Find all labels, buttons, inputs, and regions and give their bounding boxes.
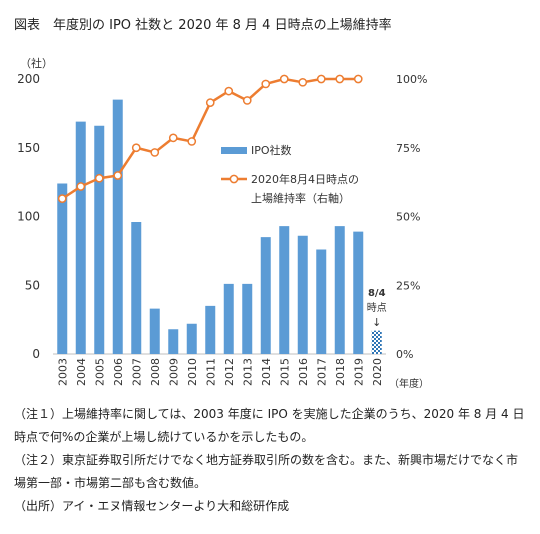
retention-point	[298, 77, 308, 87]
retention-point	[224, 86, 234, 96]
retention-point	[279, 74, 289, 84]
bar	[260, 237, 271, 354]
annotation-label: 時点	[367, 302, 387, 314]
legend-bar-swatch	[221, 147, 247, 154]
bar	[75, 121, 86, 354]
bar	[297, 235, 308, 354]
x-tick-label: 2007	[130, 358, 143, 386]
legend-bar-label: IPO社数	[251, 143, 292, 157]
x-tick-label: 2017	[315, 358, 328, 386]
retention-point	[94, 173, 104, 183]
retention-point	[316, 74, 326, 84]
retention-point	[150, 148, 160, 157]
bar	[353, 231, 364, 354]
retention-point	[76, 182, 86, 191]
retention-point	[131, 143, 141, 153]
note-1: （注１）上場維持率に関しては、2003 年度に IPO を実施した企業のうち、2…	[14, 407, 525, 444]
y-left-unit-label: （社）	[20, 56, 53, 70]
bar	[186, 323, 197, 354]
bar	[112, 99, 123, 354]
y-right-tick-label: 75%	[396, 142, 420, 155]
x-tick-label: 2015	[278, 358, 291, 386]
x-tick-label: 2012	[223, 358, 236, 386]
y-left-tick-label: 150	[17, 141, 40, 155]
x-tick-label: 2020	[371, 358, 384, 386]
retention-point	[335, 74, 345, 84]
notes: （注１）上場維持率に関しては、2003 年度に IPO を実施した企業のうち、2…	[14, 403, 529, 518]
x-tick-label: 2010	[186, 358, 199, 386]
x-tick-label: 2018	[334, 358, 347, 386]
legend-line-marker	[229, 174, 239, 184]
figure-title: 図表 年度別の IPO 社数と 2020 年 8 月 4 日時点の上場維持率	[14, 18, 392, 33]
bar	[57, 183, 68, 354]
x-unit-label: （年度）	[389, 377, 429, 390]
bar	[334, 226, 345, 354]
retention-point	[261, 79, 271, 89]
annotation-arrow: ↓	[372, 316, 381, 329]
legend-line-label-1: 2020年8月4日時点の	[251, 172, 359, 186]
bar	[94, 125, 105, 354]
y-right-tick-label: 50%	[396, 211, 420, 224]
retention-point	[113, 171, 123, 180]
retention-point	[205, 98, 215, 108]
bar	[279, 226, 290, 354]
source-note: （出所）アイ・エヌ情報センターより大和総研作成	[14, 499, 290, 513]
x-tick-label: 2019	[352, 358, 365, 386]
retention-point	[187, 137, 197, 146]
bar	[242, 283, 253, 354]
y-right-tick-label: 100%	[396, 73, 427, 86]
y-left-tick-label: 0	[32, 347, 40, 361]
y-left-tick-label: 100	[17, 210, 40, 224]
x-tick-label: 2005	[93, 358, 106, 386]
y-left-tick-label: 50	[25, 278, 40, 292]
bar	[223, 283, 234, 354]
retention-point	[353, 74, 363, 84]
annotation-date: 8/4	[368, 288, 386, 299]
ipo-chart: 0 50 100 150 200 （社） 0% 25% 50% 75% 100% 2003 2004 20…	[17, 56, 429, 390]
x-tick-label: 2003	[56, 358, 69, 386]
x-tick-label: 2008	[149, 358, 162, 386]
x-tick-label: 2013	[241, 358, 254, 386]
bar	[131, 222, 142, 354]
x-tick-label: 2014	[260, 358, 273, 386]
y-right-tick-label: 25%	[396, 279, 420, 292]
retention-point	[242, 96, 252, 105]
bar	[168, 329, 179, 354]
x-tick-label: 2009	[167, 358, 180, 386]
bar	[316, 249, 327, 354]
y-right-tick-label: 0%	[396, 348, 413, 361]
legend-line-label-2: 上場維持率（右軸）	[251, 191, 350, 205]
retention-point	[168, 133, 178, 143]
bar	[149, 308, 160, 354]
bar	[205, 305, 216, 354]
x-tick-label: 2006	[112, 358, 125, 386]
retention-point	[57, 194, 67, 203]
x-tick-label: 2011	[204, 358, 217, 386]
x-tick-label: 2004	[75, 358, 88, 386]
x-tick-label: 2016	[297, 358, 310, 386]
y-left-tick-label: 200	[17, 72, 40, 86]
note-2: （注２）東京証券取引所だけでなく地方証券取引所の数を含む。また、新興市場だけでな…	[14, 453, 519, 490]
bar-2020-partial	[371, 330, 382, 354]
